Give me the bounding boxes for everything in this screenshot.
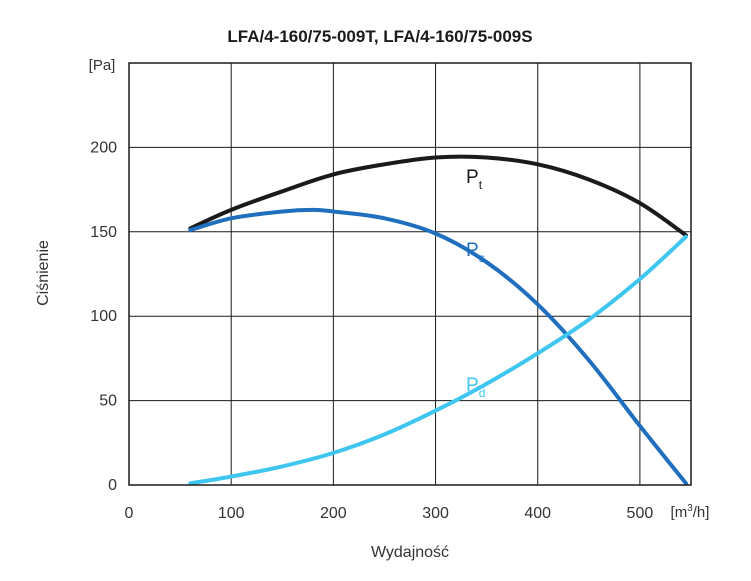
- series-label-ps: Ps: [466, 240, 485, 265]
- y-tick-label: 100: [90, 308, 117, 325]
- series-label-pd: Pd: [466, 375, 485, 400]
- series-line-ps: [188, 207, 688, 486]
- grid: [129, 63, 691, 485]
- series-line-pd: [188, 234, 688, 486]
- y-unit-label: [Pa]: [89, 57, 116, 74]
- y-axis-title: Ciśnienie: [35, 240, 52, 306]
- x-tick-label: 0: [125, 505, 134, 522]
- series-label-main: P: [466, 375, 479, 396]
- x-tick-label: 400: [524, 505, 551, 522]
- x-tick-label: 100: [218, 505, 245, 522]
- y-tick-label: 150: [90, 224, 117, 241]
- y-tick-label: 50: [99, 393, 117, 410]
- chart-title: LFA/4-160/75-009T, LFA/4-160/75-009S: [227, 27, 532, 46]
- series-label-subscript: t: [479, 178, 483, 192]
- series-lines: [188, 154, 688, 486]
- y-tick-label: 0: [108, 477, 117, 494]
- y-tick-label: 200: [90, 139, 117, 156]
- series-label-main: P: [466, 167, 479, 188]
- series-label-subscript: d: [479, 386, 486, 400]
- series-label-main: P: [466, 240, 479, 261]
- x-unit-rest: /h]: [693, 504, 710, 521]
- x-tick-label: 300: [422, 505, 449, 522]
- series-label-pt: Pt: [466, 167, 483, 192]
- x-axis-title: Wydajność: [371, 544, 449, 561]
- tick-labels: 0 100 200 300 400 500 0 50 100 150 200: [90, 139, 653, 522]
- plot-frame: [128, 62, 692, 486]
- series-line-pt: [188, 154, 688, 238]
- x-tick-label: 500: [627, 505, 654, 522]
- series-label-subscript: s: [479, 251, 485, 265]
- x-unit-superscript: 3: [687, 503, 693, 514]
- x-unit-label: [m3/h]: [671, 503, 710, 521]
- x-unit-base: [m: [671, 504, 688, 521]
- x-tick-label: 200: [320, 505, 347, 522]
